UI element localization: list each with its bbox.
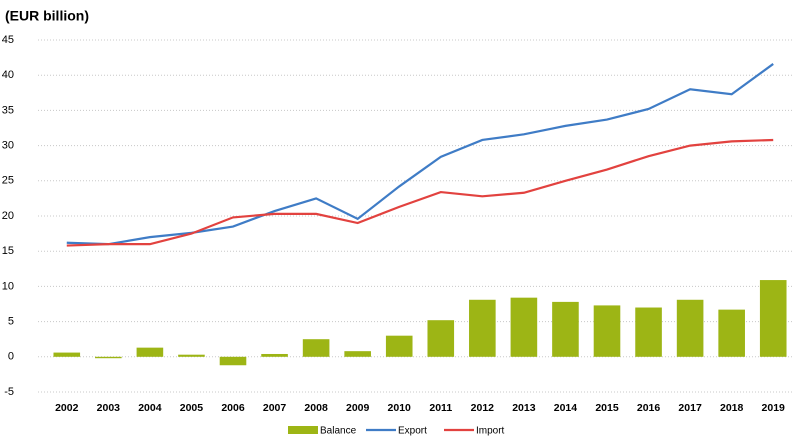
bar [510,297,538,357]
bar [261,353,288,357]
y-tick-label: 30 [2,140,14,152]
bar [95,356,122,359]
bar [759,280,787,357]
y-tick-label: -5 [4,386,14,398]
bar [385,335,413,357]
y-tick-label: 0 [8,351,14,363]
y-tick-label: 5 [8,316,14,328]
x-tick-label: 2013 [512,402,536,414]
y-tick-label: 10 [2,280,14,292]
bar [469,299,496,357]
bar [219,356,247,366]
y-tick-label: 25 [2,175,14,187]
x-tick-label: 2003 [97,402,121,414]
y-tick-label: 15 [2,245,14,257]
x-tick-label: 2004 [138,402,162,414]
line [66,138,774,247]
x-tick-label: 2015 [595,402,619,414]
legend-label: Export [398,426,427,437]
legend-label: Import [476,426,505,437]
x-tick-label: 2018 [720,402,744,414]
bar [427,320,455,357]
x-tick-label: 2002 [55,402,79,414]
x-tick-label: 2011 [429,402,452,414]
bar [593,305,621,357]
bar [302,339,330,357]
x-tick-label: 2019 [762,402,786,414]
bar [552,301,579,357]
bar [178,354,205,357]
line [66,63,774,246]
x-tick-label: 2005 [180,402,204,414]
x-tick-label: 2007 [263,402,287,414]
bar [635,307,662,357]
bar [344,351,371,357]
x-tick-label: 2010 [388,402,412,414]
y-tick-label: 45 [2,34,14,46]
bar [718,309,745,357]
chart-subtitle: (EUR billion) [5,8,89,24]
x-tick-label: 2012 [471,402,495,414]
legend-label: Balance [320,426,357,437]
bar [136,347,164,357]
x-tick-label: 2008 [304,402,328,414]
x-tick-label: 2006 [221,402,245,414]
bar [676,299,704,357]
x-tick-label: 2016 [637,402,661,414]
y-tick-label: 35 [2,104,14,116]
x-tick-label: 2009 [346,402,370,414]
x-tick-label: 2014 [554,402,578,414]
y-tick-label: 20 [2,210,14,222]
bar [53,352,81,357]
x-tick-label: 2017 [678,402,702,414]
legend-swatch [288,426,318,434]
y-tick-label: 40 [2,69,14,81]
